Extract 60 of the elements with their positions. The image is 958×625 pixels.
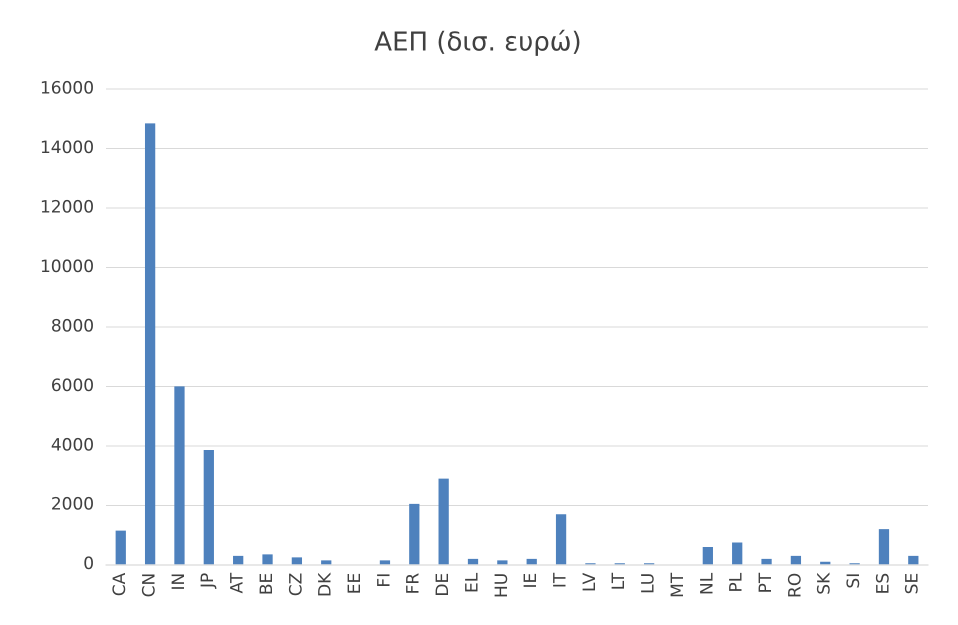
- x-tick-label: AT: [228, 572, 248, 594]
- bar: [321, 560, 332, 564]
- y-tick-label: 0: [83, 554, 94, 574]
- y-tick-label: 14000: [40, 138, 94, 158]
- bar: [409, 504, 420, 564]
- x-tick-label: IT: [550, 572, 570, 588]
- x-tick-label: EE: [345, 572, 366, 594]
- bar: [526, 558, 537, 564]
- bar: [438, 478, 449, 564]
- x-tick-label: SE: [902, 572, 923, 594]
- bar: [732, 542, 742, 564]
- bar: [878, 529, 890, 564]
- y-tick-label: 12000: [40, 198, 94, 218]
- x-tick-label: HU: [492, 572, 512, 598]
- bar: [116, 530, 126, 564]
- y-tick-label: 4000: [50, 435, 94, 456]
- y-tick-label: 8000: [50, 316, 94, 336]
- x-tick-label: FR: [404, 572, 424, 594]
- x-tick-label: SK: [814, 572, 835, 595]
- bar: [380, 560, 390, 564]
- y-tick-label: 2000: [50, 494, 94, 515]
- x-tick-label: JP: [198, 572, 218, 590]
- x-tick-label: CN: [140, 572, 160, 598]
- x-tick-label: IE: [521, 572, 542, 589]
- x-tick-label: NL: [697, 572, 718, 595]
- x-tick-label: CA: [110, 572, 130, 596]
- chart-title: ΑΕΠ (δισ. ευρώ): [374, 27, 582, 58]
- x-tick-label: MT: [668, 572, 688, 598]
- y-tick-label: 10000: [40, 256, 94, 277]
- x-tick-label: LV: [580, 572, 600, 592]
- bar: [790, 556, 802, 564]
- x-tick-label: ES: [873, 572, 894, 594]
- x-tick-label: DE: [433, 572, 454, 597]
- bar: [233, 556, 244, 564]
- bar: [908, 556, 918, 564]
- x-tick-label: PT: [756, 572, 776, 594]
- bar: [204, 450, 214, 564]
- y-tick-label: 6000: [50, 376, 94, 396]
- x-tick-label: LT: [609, 572, 630, 590]
- x-tick-label: PL: [726, 572, 747, 593]
- bar: [174, 386, 185, 564]
- x-tick-label: FI: [374, 572, 394, 588]
- x-tick-label: CZ: [286, 572, 306, 596]
- bar: [262, 554, 273, 564]
- x-tick-label: LU: [638, 572, 659, 594]
- bar: [702, 546, 713, 564]
- bar: [820, 562, 830, 564]
- x-tick-label: RO: [785, 572, 806, 598]
- x-tick-label: SI: [844, 572, 864, 589]
- x-tick-label: BE: [256, 572, 277, 596]
- y-tick-label: 16000: [40, 78, 94, 99]
- x-tick-label: EL: [462, 572, 482, 593]
- bar: [497, 560, 508, 564]
- bar: [292, 557, 302, 564]
- x-tick-label: DK: [316, 572, 336, 598]
- x-tick-label: IN: [168, 572, 189, 591]
- bar: [761, 558, 772, 564]
- bar: [556, 514, 566, 564]
- bar: [144, 123, 156, 564]
- bar: [468, 558, 478, 564]
